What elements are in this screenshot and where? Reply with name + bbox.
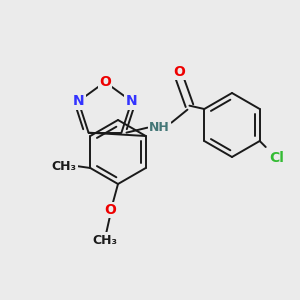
- Text: O: O: [173, 65, 185, 79]
- Text: N: N: [126, 94, 137, 108]
- Text: N: N: [73, 94, 84, 108]
- Text: NH: NH: [149, 121, 170, 134]
- Text: CH₃: CH₃: [52, 160, 77, 172]
- Text: Cl: Cl: [269, 151, 284, 165]
- Text: O: O: [104, 203, 116, 217]
- Text: CH₃: CH₃: [92, 233, 118, 247]
- Text: O: O: [99, 75, 111, 89]
